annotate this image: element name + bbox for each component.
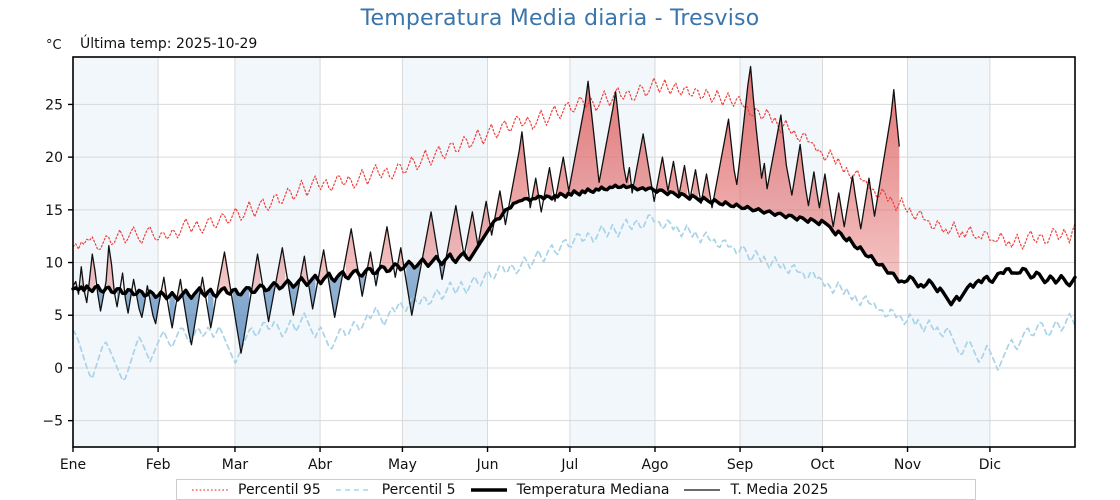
svg-text:Sep: Sep <box>727 457 754 473</box>
chart-legend: Percentil 95 Percentil 5 Temperatura Media… <box>176 479 976 500</box>
last-temperature-date: Última temp: 2025-10-29 <box>80 36 258 52</box>
legend-swatch-4 <box>684 488 721 491</box>
svg-text:0: 0 <box>54 361 63 377</box>
svg-text:Ene: Ene <box>60 457 86 473</box>
x-axis-ticks: Ene Feb Mar Abr May Jun Jul Ago Sep Oct Nov Dic <box>60 447 1001 473</box>
legend-label-3: Temperatura Mediana <box>516 481 670 498</box>
page-title: Temperatura Media diaria - Tresviso <box>360 6 760 31</box>
svg-text:25: 25 <box>45 97 63 113</box>
svg-text:Abr: Abr <box>308 457 332 473</box>
svg-text:Dic: Dic <box>979 457 1001 473</box>
svg-text:May: May <box>388 457 417 473</box>
legend-item-2[interactable]: Percentil 5 <box>321 480 456 499</box>
svg-text:10: 10 <box>45 256 63 272</box>
legend-item-1[interactable]: Percentil 95 <box>177 480 321 499</box>
svg-text:−5: −5 <box>42 414 63 430</box>
series-lines <box>71 65 1077 382</box>
legend-label-4: T. Media 2025 <box>730 481 829 498</box>
svg-text:Ago: Ago <box>641 457 668 473</box>
y-axis-unit-label: °C <box>46 38 62 53</box>
svg-text:5: 5 <box>54 308 63 324</box>
month-background-bands <box>73 57 1075 447</box>
svg-text:20: 20 <box>45 150 63 166</box>
svg-text:Nov: Nov <box>894 457 921 473</box>
legend-label-1: Percentil 95 <box>238 481 321 498</box>
svg-text:Jun: Jun <box>476 457 499 473</box>
legend-item-4[interactable]: T. Media 2025 <box>669 480 828 499</box>
y-axis-ticks: −5 0 5 10 15 20 25 <box>42 97 73 430</box>
svg-text:15: 15 <box>45 203 63 219</box>
legend-label-2: Percentil 5 <box>381 481 456 498</box>
legend-item-3[interactable]: Temperatura Mediana <box>456 480 670 499</box>
svg-text:Mar: Mar <box>222 457 249 473</box>
axes <box>72 56 1076 448</box>
svg-text:Jul: Jul <box>560 457 578 473</box>
legend-swatch-1 <box>192 488 228 491</box>
svg-text:Feb: Feb <box>146 457 171 473</box>
legend-swatch-2 <box>335 488 372 491</box>
legend-swatch-3 <box>470 487 507 492</box>
svg-text:Oct: Oct <box>810 457 835 473</box>
